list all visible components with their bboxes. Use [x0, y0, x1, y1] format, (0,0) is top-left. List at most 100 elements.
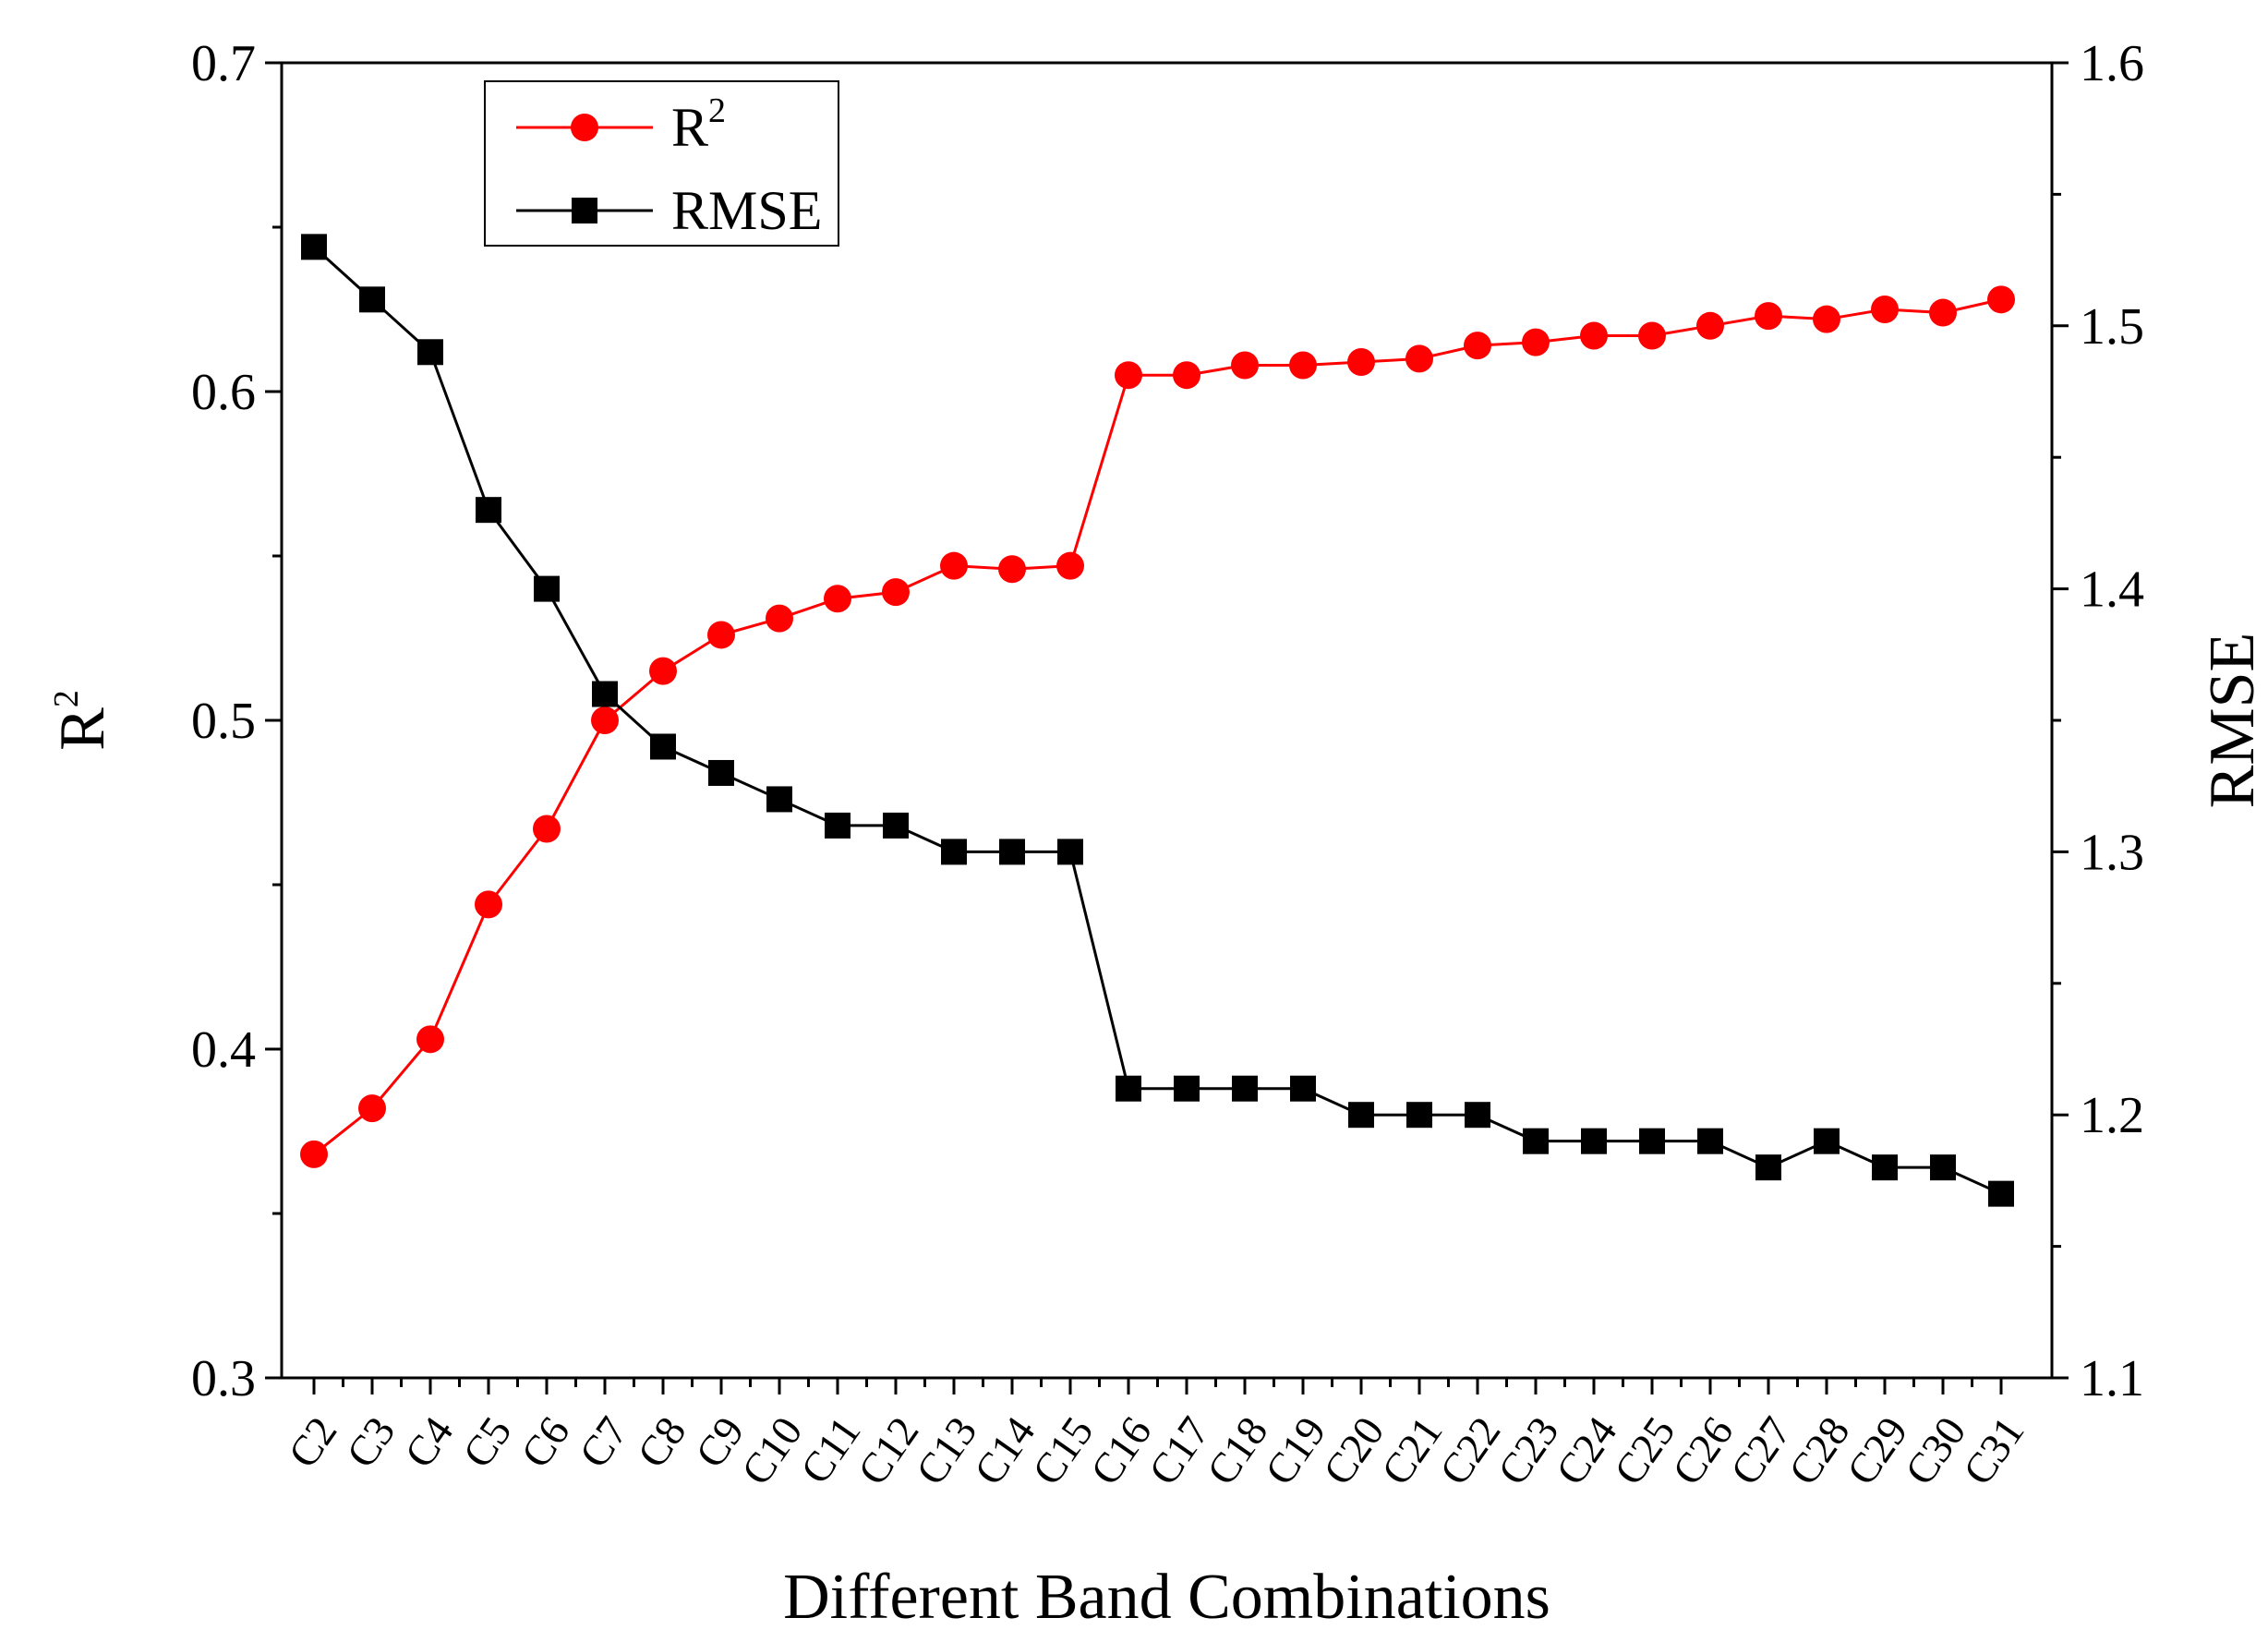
data-point-r — [1347, 347, 1375, 376]
data-point-rmse — [476, 497, 501, 524]
data-point-rmse — [592, 681, 618, 707]
data-point-r — [707, 621, 735, 649]
data-point-rmse — [650, 733, 676, 760]
data-point-rmse — [1755, 1154, 1781, 1181]
series-rmse — [301, 234, 2014, 1207]
y-axis-left-title-main: R — [47, 707, 118, 751]
y-left-tick-label: 0.7 — [191, 35, 256, 92]
data-point-r — [940, 551, 968, 580]
data-point-r — [475, 890, 502, 919]
data-point-rmse — [1174, 1075, 1200, 1102]
data-point-rmse — [417, 339, 443, 366]
x-tick-label: C13 — [907, 1408, 986, 1493]
x-tick-label: C30 — [1896, 1408, 1975, 1493]
data-point-r — [1056, 551, 1084, 580]
x-tick-label: C31 — [1954, 1408, 2033, 1493]
x-tick-label: C27 — [1721, 1408, 1801, 1493]
data-point-r — [824, 585, 851, 613]
data-point-rmse — [1581, 1128, 1607, 1154]
data-point-rmse — [708, 759, 734, 786]
y-left-tick-label: 0.6 — [191, 364, 256, 421]
x-tick-label: C25 — [1605, 1408, 1684, 1493]
data-point-r — [1231, 351, 1259, 380]
y-right-tick-label: 1.4 — [2080, 561, 2144, 619]
y-right-tick-label: 1.5 — [2080, 298, 2144, 356]
data-point-r — [1987, 285, 2015, 314]
data-point-r — [1115, 361, 1142, 390]
data-point-r — [1522, 328, 1550, 356]
y-axis-right-title: RMSE — [2197, 633, 2268, 809]
x-tick-label: C22 — [1430, 1408, 1510, 1493]
data-point-r — [591, 706, 619, 734]
legend-box — [484, 80, 839, 247]
x-tick-label: C11 — [791, 1408, 870, 1492]
data-point-rmse — [1465, 1102, 1490, 1129]
series-layer — [300, 234, 2015, 1207]
x-tick-label: C15 — [1023, 1408, 1103, 1493]
data-point-rmse — [1930, 1154, 1956, 1181]
data-point-rmse — [1523, 1128, 1549, 1154]
x-tick-label: C28 — [1779, 1408, 1859, 1493]
x-tick-label: C2 — [279, 1408, 346, 1476]
data-point-rmse — [999, 839, 1025, 865]
data-point-rmse — [1872, 1154, 1898, 1181]
legend-marker-rmse — [572, 198, 597, 223]
data-point-r — [1813, 305, 1840, 333]
y-axis-left-title: R2 — [47, 690, 118, 751]
legend-marker-r — [571, 114, 598, 141]
data-point-rmse — [825, 812, 850, 839]
y-left-tick-label: 0.4 — [191, 1021, 256, 1079]
data-point-r — [1289, 351, 1317, 380]
x-tick-label: C24 — [1547, 1408, 1626, 1493]
legend-label-superscript: 2 — [708, 91, 726, 130]
plot-frame — [280, 61, 2054, 1380]
x-tick-label: C19 — [1256, 1408, 1335, 1493]
data-point-rmse — [1232, 1075, 1258, 1102]
data-point-rmse — [359, 286, 385, 313]
x-tick-label: C20 — [1314, 1408, 1393, 1493]
series-line-rmse — [312, 246, 2002, 1196]
x-axis-title: Different Band Combinations — [783, 1562, 1550, 1633]
x-tick-label: C5 — [453, 1408, 521, 1476]
data-point-rmse — [1639, 1128, 1665, 1154]
x-tick-label: C14 — [965, 1408, 1044, 1493]
x-tick-label: C10 — [732, 1408, 812, 1493]
data-point-r — [649, 657, 677, 685]
data-point-r — [1580, 321, 1608, 350]
y-right-tick-label: 1.1 — [2080, 1350, 2144, 1407]
data-point-r — [766, 604, 793, 633]
y-left-tick-label: 0.3 — [191, 1350, 256, 1407]
data-point-r — [1871, 296, 1899, 323]
x-tick-label: C16 — [1081, 1408, 1161, 1493]
x-tick-label: C26 — [1663, 1408, 1743, 1493]
axes: 0.30.40.50.60.71.11.21.31.41.51.6C2C3C4C… — [191, 35, 2144, 1493]
y-left-tick-label: 0.5 — [191, 693, 256, 750]
x-tick-label: C23 — [1489, 1408, 1568, 1493]
data-point-rmse — [1697, 1128, 1723, 1154]
data-point-r — [1638, 321, 1666, 350]
data-point-r — [998, 555, 1026, 584]
y-right-tick-label: 1.3 — [2080, 824, 2144, 881]
x-tick-label: C6 — [512, 1408, 579, 1476]
data-point-rmse — [1988, 1180, 2014, 1207]
data-point-rmse — [1116, 1075, 1141, 1102]
data-point-r — [1405, 344, 1433, 373]
x-tick-label: C4 — [395, 1408, 463, 1476]
data-point-r — [1755, 302, 1782, 331]
data-point-rmse — [941, 839, 967, 865]
y-right-tick-label: 1.6 — [2080, 35, 2144, 92]
y-axis-left-title-superscript: 2 — [47, 690, 86, 707]
y-right-tick-label: 1.2 — [2080, 1087, 2144, 1144]
data-point-r — [1696, 311, 1724, 340]
data-point-rmse — [1057, 839, 1083, 865]
series-r — [300, 285, 2015, 1168]
x-tick-label: C8 — [628, 1408, 695, 1476]
x-tick-label: C18 — [1198, 1408, 1277, 1493]
data-point-rmse — [534, 575, 560, 602]
legend-label-rmse: RMSE — [671, 180, 822, 241]
data-point-r — [1464, 332, 1491, 360]
x-tick-label: C17 — [1140, 1408, 1219, 1493]
data-point-r — [533, 815, 561, 843]
